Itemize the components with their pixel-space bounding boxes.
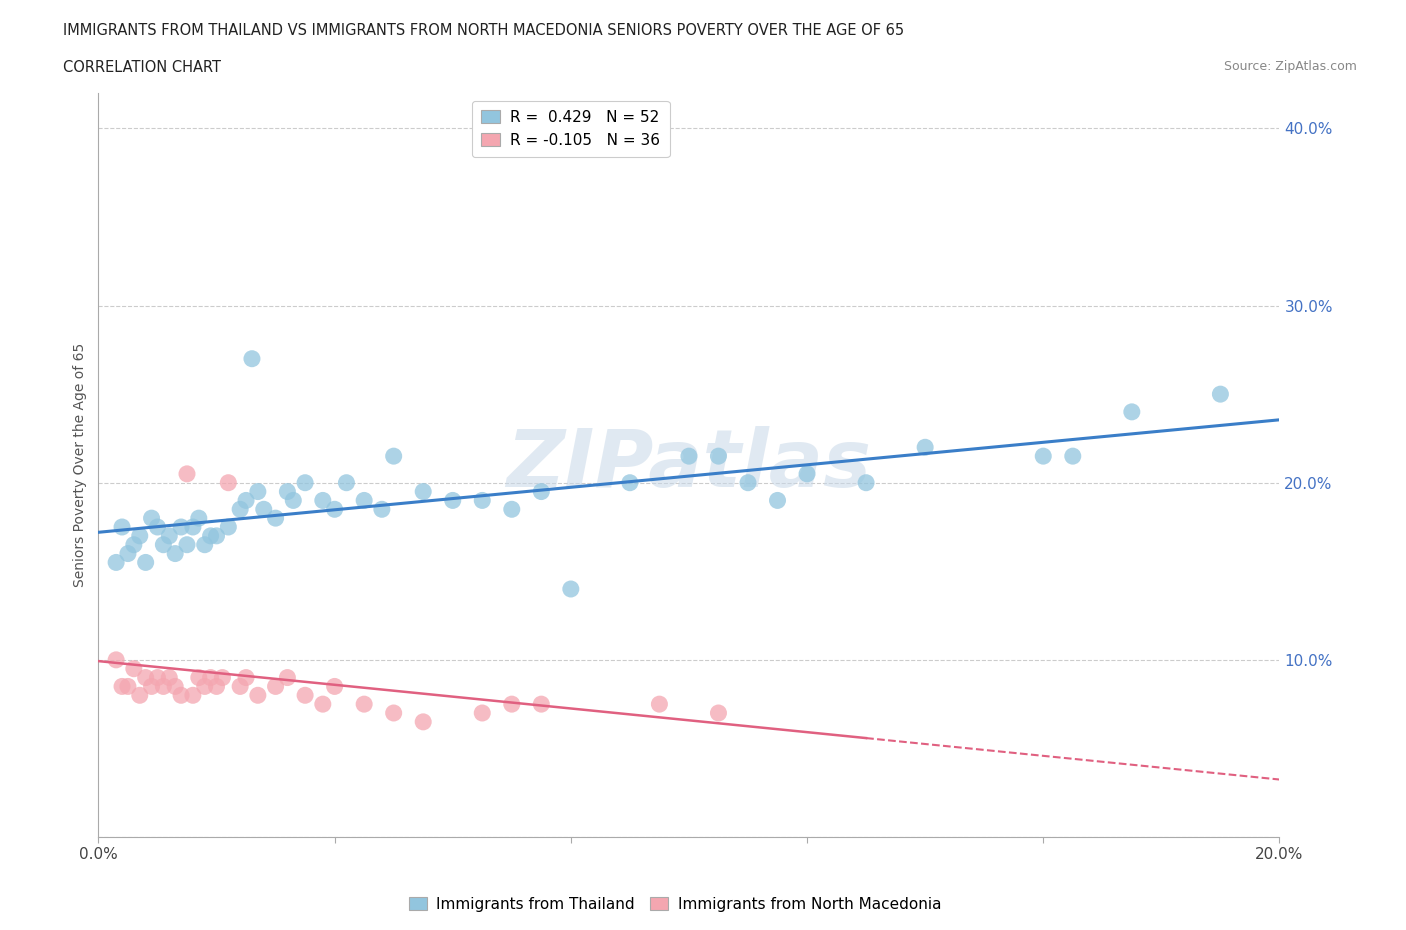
Point (217, 475, 239, 490)
Point (194, 679, 217, 694)
Point (165, 679, 187, 694)
Point (235, 493, 257, 508)
Point (157, 528, 180, 543)
Point (128, 528, 150, 543)
Point (441, 493, 464, 508)
Point (229, 679, 252, 694)
Point (157, 671, 180, 685)
Point (796, 467, 818, 482)
Point (412, 485, 434, 499)
Point (211, 671, 233, 685)
Text: Source: ZipAtlas.com: Source: ZipAtlas.com (1223, 60, 1357, 73)
Point (165, 546, 187, 561)
Point (194, 538, 217, 552)
Point (235, 671, 257, 685)
Legend: R =  0.429   N = 52, R = -0.105   N = 36: R = 0.429 N = 52, R = -0.105 N = 36 (472, 100, 669, 157)
Point (170, 520, 193, 535)
Point (152, 679, 174, 694)
Point (105, 555, 128, 570)
Point (276, 485, 298, 499)
Point (382, 448, 405, 463)
Point (707, 706, 730, 721)
Point (283, 493, 305, 508)
Point (471, 493, 494, 508)
Point (135, 671, 157, 685)
Point (1032, 448, 1054, 463)
Point (146, 671, 169, 685)
Point (205, 679, 228, 694)
Point (181, 520, 204, 535)
Point (914, 440, 936, 455)
Point (1209, 387, 1232, 402)
Point (619, 475, 641, 490)
Text: ZIPatlas: ZIPatlas (506, 426, 872, 504)
Point (501, 697, 523, 711)
Point (294, 475, 316, 490)
Point (707, 448, 730, 463)
Point (135, 555, 157, 570)
Point (766, 493, 789, 508)
Y-axis label: Seniors Poverty Over the Age of 65: Seniors Poverty Over the Age of 65 (73, 343, 87, 587)
Point (246, 485, 269, 499)
Point (678, 448, 700, 463)
Point (323, 679, 346, 694)
Point (187, 671, 209, 685)
Point (264, 679, 287, 694)
Point (146, 520, 169, 535)
Point (530, 697, 553, 711)
Point (312, 697, 335, 711)
Point (253, 502, 276, 517)
Point (501, 502, 523, 517)
Point (412, 714, 434, 729)
Point (1062, 448, 1084, 463)
Point (122, 538, 145, 552)
Point (111, 520, 134, 535)
Point (246, 688, 269, 703)
Point (560, 581, 582, 596)
Point (141, 511, 163, 525)
Point (117, 546, 139, 561)
Point (181, 688, 204, 703)
Text: CORRELATION CHART: CORRELATION CHART (63, 60, 221, 75)
Point (276, 671, 298, 685)
Point (648, 697, 671, 711)
Point (294, 688, 316, 703)
Text: IMMIGRANTS FROM THAILAND VS IMMIGRANTS FROM NORTH MACEDONIA SENIORS POVERTY OVER: IMMIGRANTS FROM THAILAND VS IMMIGRANTS F… (63, 23, 904, 38)
Point (471, 706, 494, 721)
Point (122, 661, 145, 676)
Point (205, 528, 228, 543)
Point (128, 688, 150, 703)
Point (312, 493, 335, 508)
Point (382, 706, 405, 721)
Point (200, 671, 222, 685)
Point (855, 475, 877, 490)
Legend: Immigrants from Thailand, Immigrants from North Macedonia: Immigrants from Thailand, Immigrants fro… (402, 890, 948, 918)
Point (187, 511, 209, 525)
Point (737, 475, 759, 490)
Point (105, 653, 128, 668)
Point (1121, 405, 1143, 419)
Point (371, 502, 394, 517)
Point (353, 697, 375, 711)
Point (141, 679, 163, 694)
Point (117, 679, 139, 694)
Point (111, 679, 134, 694)
Point (176, 538, 198, 552)
Point (176, 467, 198, 482)
Point (530, 485, 553, 499)
Point (353, 493, 375, 508)
Point (217, 520, 239, 535)
Point (323, 502, 346, 517)
Point (200, 528, 222, 543)
Point (335, 475, 357, 490)
Point (170, 688, 193, 703)
Point (240, 352, 263, 366)
Point (152, 538, 174, 552)
Point (229, 502, 252, 517)
Point (264, 511, 287, 525)
